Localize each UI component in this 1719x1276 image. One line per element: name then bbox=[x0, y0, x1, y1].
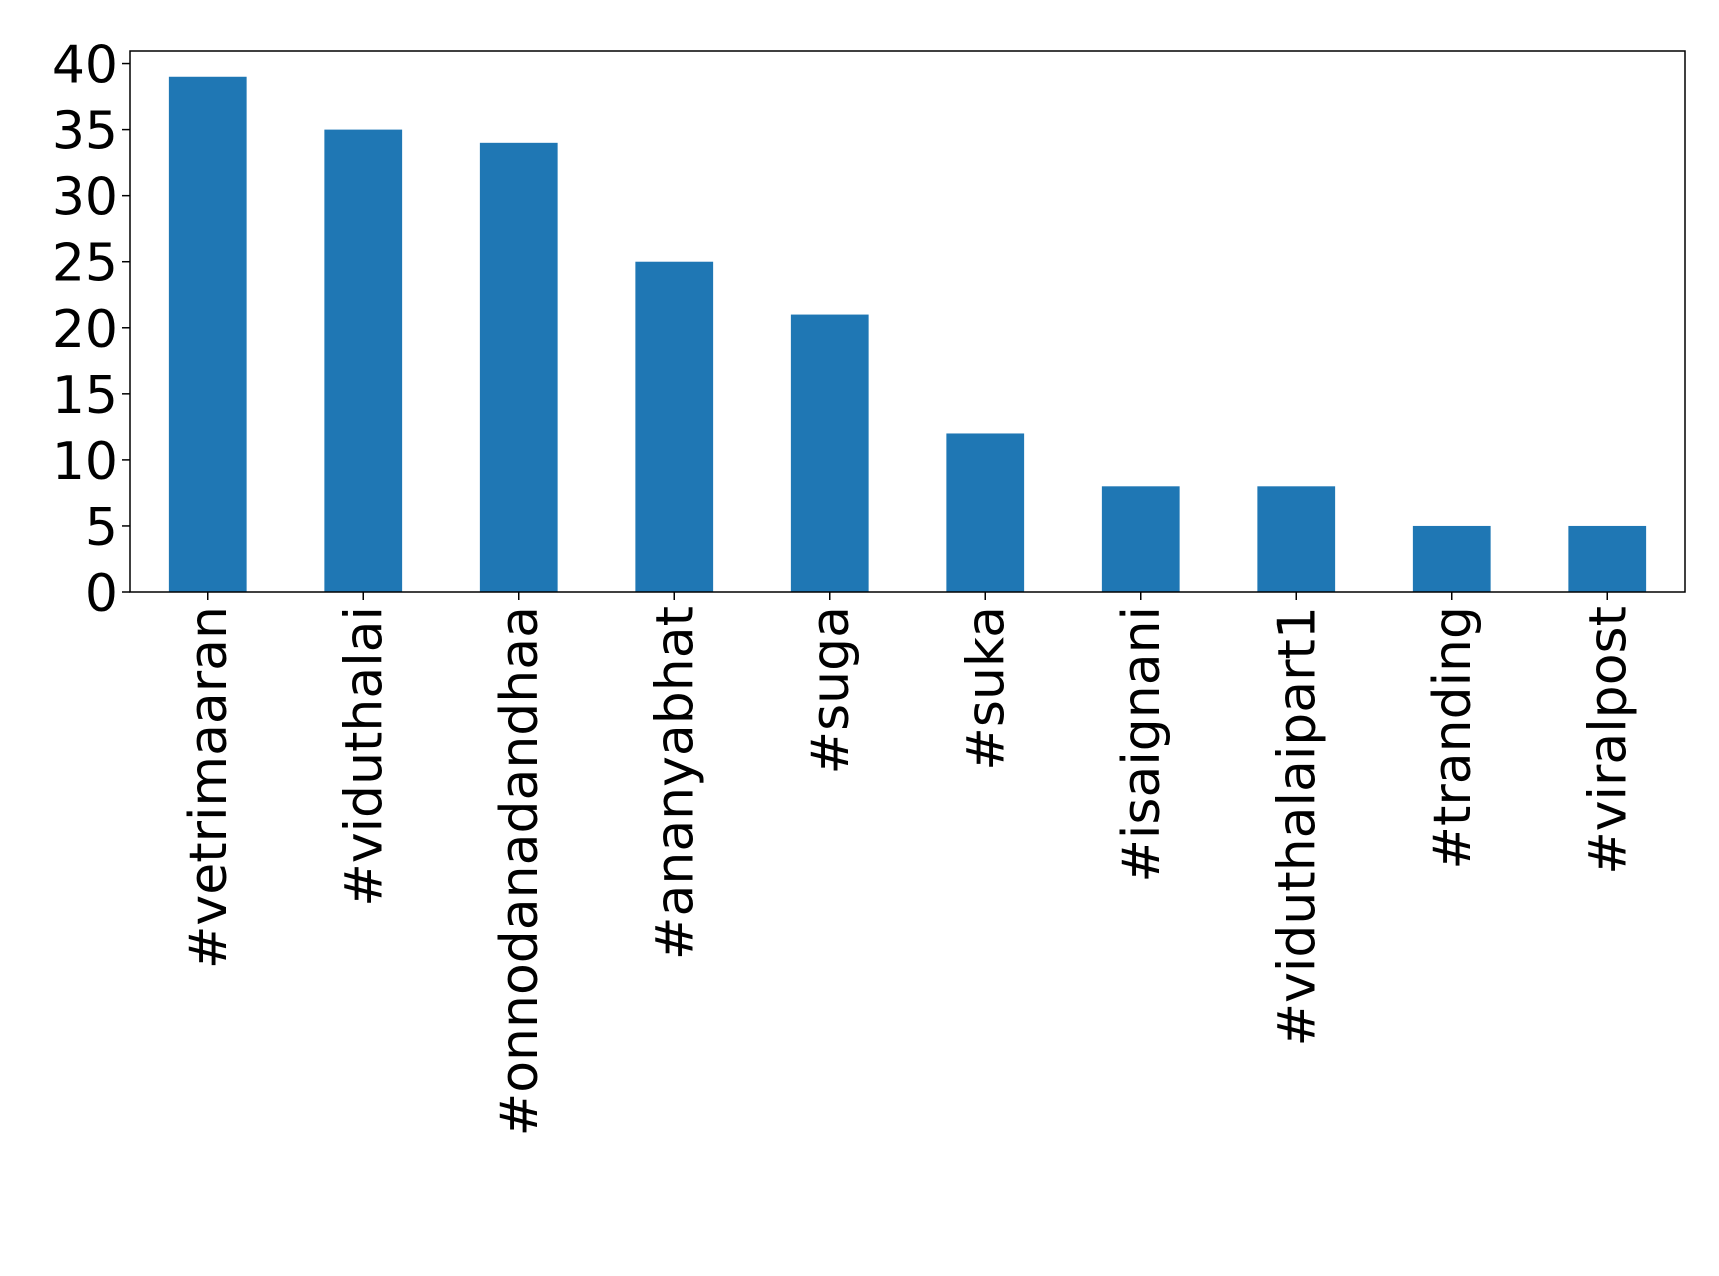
y-tick-label: 30 bbox=[52, 168, 118, 228]
bar bbox=[479, 142, 558, 593]
bar bbox=[635, 261, 714, 592]
x-tick-label: #suga bbox=[801, 606, 861, 775]
bar bbox=[324, 129, 403, 592]
bar bbox=[168, 76, 247, 592]
y-tick-label: 5 bbox=[85, 498, 118, 558]
x-tick-label: #ananyabhat bbox=[645, 606, 705, 960]
bar bbox=[790, 314, 869, 592]
y-tick-label: 20 bbox=[52, 300, 118, 360]
y-tick-label: 40 bbox=[52, 36, 118, 96]
y-tick-label: 15 bbox=[52, 366, 118, 426]
x-tick-label: #viralpost bbox=[1578, 606, 1638, 875]
y-tick-label: 0 bbox=[85, 564, 118, 624]
plot-frame bbox=[129, 50, 1686, 593]
bar bbox=[1412, 525, 1491, 592]
bar bbox=[1568, 525, 1647, 592]
y-tick-label: 25 bbox=[52, 234, 118, 294]
x-tick-label: #viduthalaipart1 bbox=[1267, 606, 1327, 1046]
bar bbox=[1101, 486, 1180, 592]
bar bbox=[946, 433, 1025, 592]
x-tick-label: #onnodanadandhaa bbox=[490, 606, 550, 1136]
y-tick-label: 10 bbox=[52, 432, 118, 492]
y-tick-label: 35 bbox=[52, 102, 118, 162]
x-tick-label: #isaignani bbox=[1112, 606, 1172, 883]
x-tick-label: #viduthalai bbox=[334, 606, 394, 907]
x-tick-label: #vetrimaaran bbox=[179, 606, 239, 969]
x-tick-label: #tranding bbox=[1423, 606, 1483, 870]
bar bbox=[1257, 486, 1336, 592]
x-tick-label: #suka bbox=[956, 606, 1016, 771]
